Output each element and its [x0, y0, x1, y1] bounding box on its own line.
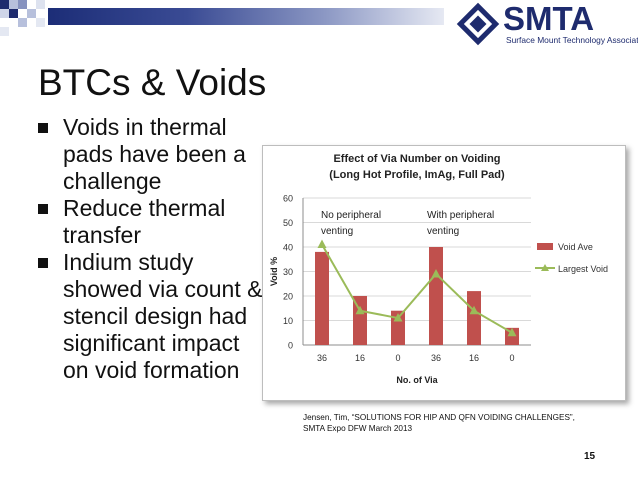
bullet-item: Voids in thermal pads have been a challe… [34, 114, 266, 195]
decorative-square [36, 0, 45, 9]
citation-line: SMTA Expo DFW March 2013 [303, 424, 413, 433]
square-bullet-icon [38, 258, 48, 268]
decorative-square [9, 0, 18, 9]
smta-logo-icon [456, 2, 500, 46]
x-tick-label: 36 [431, 353, 441, 363]
y-tick-label: 30 [283, 267, 293, 277]
chart-annotation: venting [321, 226, 353, 237]
line-point [393, 313, 403, 322]
legend-label: Largest Void [558, 264, 608, 274]
chart-annotation: With peripheral [427, 210, 494, 221]
y-tick-label: 60 [283, 194, 293, 204]
logo-tagline: Surface Mount Technology Association [506, 35, 638, 45]
x-tick-label: 16 [469, 353, 479, 363]
y-tick-label: 50 [283, 218, 293, 228]
y-tick-label: 20 [283, 292, 293, 302]
x-tick-label: 16 [355, 353, 365, 363]
bar [353, 296, 367, 345]
page-number: 15 [584, 451, 596, 462]
line-point [355, 305, 365, 315]
bar [467, 291, 481, 345]
decorative-square [36, 18, 45, 27]
x-axis-label: No. of Via [396, 375, 438, 385]
y-axis-label: Void % [269, 257, 279, 286]
legend-marker [541, 264, 549, 271]
bar [505, 327, 519, 345]
decorative-square [18, 0, 27, 9]
header-band [0, 0, 638, 50]
line-point [317, 239, 327, 249]
y-tick-label: 40 [283, 243, 293, 253]
series-line [321, 244, 513, 334]
bullet-text: Reduce thermal transfer [63, 195, 226, 248]
decorative-square [27, 9, 36, 18]
legend-label: Void Ave [558, 242, 593, 252]
line-point [431, 268, 441, 278]
decorative-square [9, 9, 18, 18]
chart-annotation: venting [427, 226, 459, 237]
x-tick-label: 0 [509, 353, 514, 363]
chart-annotation: No peripheral [321, 210, 381, 221]
x-tick-label: 0 [395, 353, 400, 363]
chart-title: Effect of Via Number on Voiding [333, 153, 500, 165]
bullet-item: Reduce thermal transfer [34, 195, 266, 249]
y-tick-label: 0 [288, 341, 293, 351]
slide-title: BTCs & Voids [38, 62, 267, 103]
decorative-square [18, 18, 27, 27]
chart-canvas: Effect of Via Number on Voiding (Long Hot… [269, 153, 608, 385]
header-gradient-bar [48, 8, 444, 25]
legend-swatch [537, 243, 553, 250]
citation: Jensen, Tim, “SOLUTIONS FOR HIP AND QFN … [303, 412, 633, 434]
citation-line: Jensen, Tim, “SOLUTIONS FOR HIP AND QFN … [303, 413, 575, 422]
y-tick-label: 10 [283, 316, 293, 326]
decorative-square [0, 0, 9, 9]
bar [315, 251, 329, 345]
chart-subtitle: (Long Hot Profile, ImAg, Full Pad) [329, 169, 505, 181]
logo-wordmark: SMTA [503, 0, 595, 37]
square-bullet-icon [38, 204, 48, 214]
bullet-text: Indium study showed via count & stencil … [63, 249, 263, 383]
bullet-text: Voids in thermal pads have been a challe… [63, 114, 246, 194]
decorative-square [0, 9, 9, 18]
line-point [507, 327, 517, 337]
void-chart: Effect of Via Number on Voiding (Long Hot… [262, 145, 626, 401]
x-tick-label: 36 [317, 353, 327, 363]
square-bullet-icon [38, 123, 48, 133]
bullet-list: Voids in thermal pads have been a challe… [34, 114, 266, 384]
bar [429, 247, 443, 345]
bar [391, 310, 405, 345]
decorative-square [0, 27, 9, 36]
line-point [469, 305, 479, 315]
bullet-item: Indium study showed via count & stencil … [34, 249, 266, 384]
